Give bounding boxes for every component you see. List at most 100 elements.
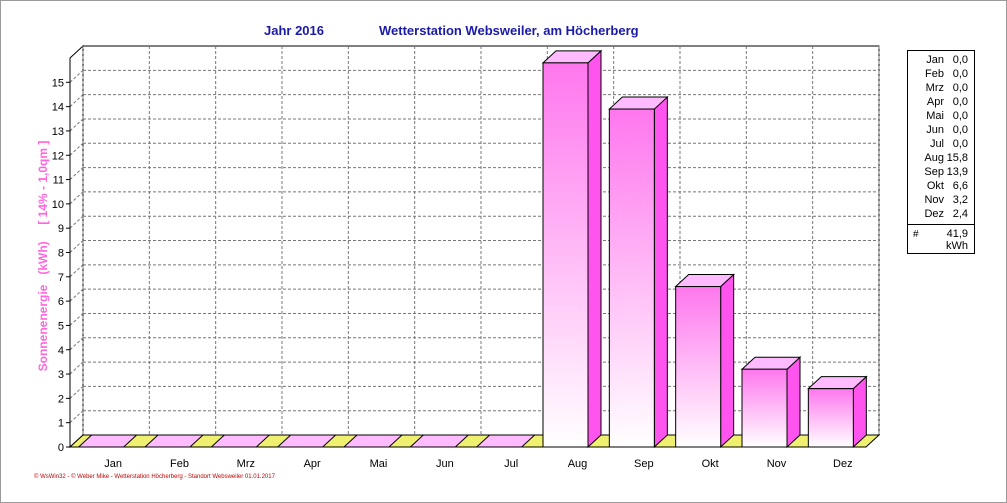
grid-lines bbox=[69, 46, 880, 435]
y-tick-label: 10 bbox=[52, 199, 64, 211]
legend-month: Feb bbox=[925, 68, 944, 80]
left-wall bbox=[69, 44, 84, 449]
y-tick-label: 15 bbox=[52, 77, 64, 89]
grid-line-diagonal bbox=[69, 361, 84, 375]
y-tick-label: 12 bbox=[52, 150, 64, 162]
legend-row: Sep 13,9 bbox=[908, 166, 974, 180]
legend-row: Feb 0,0 bbox=[908, 68, 974, 82]
legend-month: Jun bbox=[926, 124, 944, 136]
legend-total-value: 41,9 bbox=[946, 228, 968, 240]
legend-month: Sep bbox=[924, 166, 944, 178]
bars bbox=[77, 49, 868, 449]
y-tick-label: 2 bbox=[58, 393, 64, 405]
legend-value: 0,0 bbox=[952, 68, 968, 80]
x-tick-label: Nov bbox=[767, 458, 787, 470]
chart-title-year: Jahr 2016 bbox=[264, 23, 324, 38]
y-tick-label: 4 bbox=[58, 345, 64, 357]
legend-separator bbox=[908, 224, 974, 225]
legend-value: 0,0 bbox=[952, 124, 968, 136]
x-tick-label: Dez bbox=[833, 458, 853, 470]
grid-line-diagonal bbox=[69, 264, 84, 278]
legend-row: Jul 0,0 bbox=[908, 138, 974, 152]
x-tick-label: Jun bbox=[436, 458, 454, 470]
legend-row: Okt 6,6 bbox=[908, 180, 974, 194]
y-tick-label: 13 bbox=[52, 126, 64, 138]
grid-line-diagonal bbox=[69, 118, 84, 132]
value-legend: Jan 0,0 Feb 0,0 Mrz 0,0 Apr 0,0 Mai 0,0 Jun 0,0 Jul 0… bbox=[907, 50, 975, 254]
legend-row: Mai 0,0 bbox=[908, 110, 974, 124]
legend-row: Jun 0,0 bbox=[908, 124, 974, 138]
y-tick-label: 7 bbox=[58, 272, 64, 284]
y-tick-label: 11 bbox=[53, 175, 64, 187]
y-tick-label: 8 bbox=[58, 248, 64, 260]
legend-month: Dez bbox=[924, 208, 944, 220]
legend-month: Okt bbox=[926, 180, 944, 192]
bar-front bbox=[675, 286, 722, 448]
bar-front bbox=[542, 62, 589, 448]
bar-front bbox=[608, 108, 655, 448]
legend-value: 3,2 bbox=[952, 194, 968, 206]
legend-month: Jul bbox=[929, 138, 944, 150]
y-tick-label: 0 bbox=[58, 442, 64, 454]
legend-value: 0,0 bbox=[952, 138, 968, 150]
x-tick-label: Mai bbox=[370, 458, 388, 470]
x-tick-label: Sep bbox=[634, 458, 654, 470]
grid-line-diagonal bbox=[69, 69, 84, 83]
grid-line-diagonal bbox=[69, 94, 84, 107]
bar-okt bbox=[674, 273, 735, 449]
legend-month: Nov bbox=[924, 194, 944, 206]
bar-side bbox=[786, 356, 801, 449]
bar-sep bbox=[608, 95, 669, 449]
x-tick-label: Mrz bbox=[237, 458, 255, 470]
grid-line-diagonal bbox=[69, 313, 84, 326]
chart-title-station: Wetterstation Websweiler, am Höcherberg bbox=[379, 23, 639, 38]
grid-line-diagonal bbox=[69, 240, 84, 253]
x-tick-label: Jul bbox=[504, 458, 518, 470]
grid-line-diagonal bbox=[69, 215, 84, 229]
grid-line-diagonal bbox=[69, 410, 84, 424]
legend-month: Aug bbox=[924, 152, 944, 164]
bar-side bbox=[653, 95, 668, 449]
x-tick-label: Jan bbox=[104, 458, 122, 470]
bar-nov bbox=[740, 356, 802, 449]
footer-credit: © WsWin32 - © Weber Mike - Wetterstation… bbox=[34, 474, 275, 480]
legend-row: Dez 2,4 bbox=[908, 208, 974, 222]
bar-dez bbox=[807, 375, 868, 449]
grid-line-diagonal bbox=[69, 288, 84, 302]
grid-line-diagonal bbox=[69, 167, 84, 180]
grid-line-diagonal bbox=[69, 337, 84, 351]
x-tick-label: Apr bbox=[304, 458, 321, 470]
grid-line-diagonal bbox=[69, 142, 84, 156]
y-tick-label: 14 bbox=[52, 102, 64, 114]
bar-front bbox=[807, 388, 854, 448]
bar-side bbox=[720, 273, 735, 449]
legend-value: 15,8 bbox=[946, 152, 968, 164]
legend-value: 0,0 bbox=[952, 54, 968, 66]
x-tick-label: Feb bbox=[170, 458, 189, 470]
legend-row: Mrz 0,0 bbox=[908, 82, 974, 96]
legend-value: 2,4 bbox=[952, 208, 968, 220]
legend-total-symbol: # bbox=[913, 229, 919, 240]
legend-value: 6,6 bbox=[952, 180, 968, 192]
legend-month: Mai bbox=[926, 110, 944, 122]
legend-value: 0,0 bbox=[952, 96, 968, 108]
y-tick-label: 1 bbox=[58, 418, 64, 430]
legend-value: 0,0 bbox=[952, 82, 968, 94]
x-tick-label: Okt bbox=[702, 458, 719, 470]
x-tick-label: Aug bbox=[568, 458, 588, 470]
bar-side bbox=[587, 49, 602, 449]
y-tick-label: 5 bbox=[58, 320, 64, 332]
y-tick-label: 9 bbox=[58, 223, 64, 235]
grid-line-diagonal bbox=[69, 386, 84, 399]
y-tick-label: 3 bbox=[58, 369, 64, 381]
bar-aug bbox=[541, 49, 603, 449]
legend-value: 13,9 bbox=[946, 166, 968, 178]
legend-row: Aug 15,8 bbox=[908, 152, 974, 166]
legend-month: Jan bbox=[926, 54, 944, 66]
grid-line-diagonal bbox=[69, 191, 84, 205]
bar-front bbox=[741, 368, 788, 448]
legend-total-unit: kWh bbox=[946, 240, 968, 252]
legend-row: Nov 3,2 bbox=[908, 194, 974, 208]
legend-month: Apr bbox=[926, 96, 944, 108]
